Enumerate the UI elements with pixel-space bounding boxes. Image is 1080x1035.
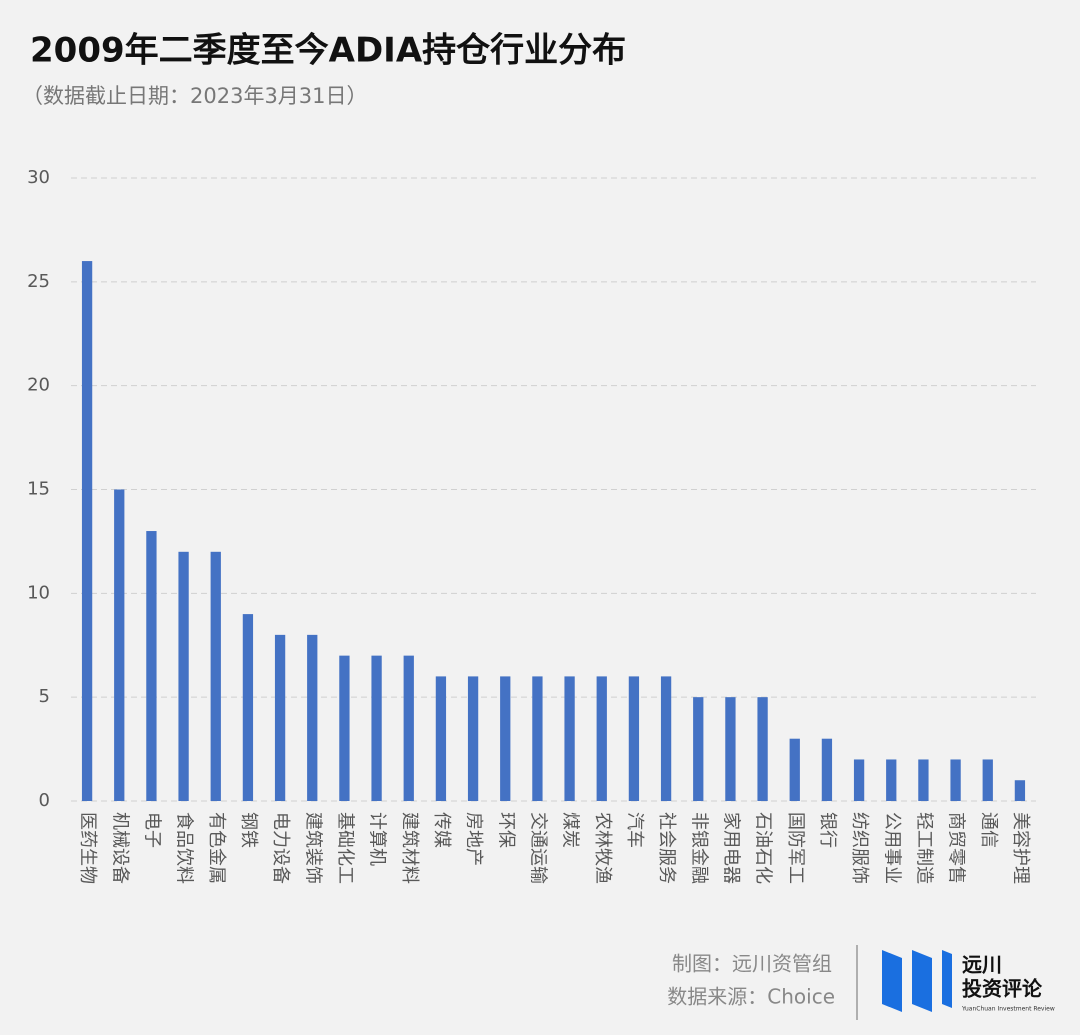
bar — [596, 676, 607, 801]
bar — [853, 759, 865, 801]
bar — [660, 676, 672, 801]
y-tick-label: 20 — [27, 375, 50, 396]
y-tick-label: 10 — [27, 582, 50, 603]
x-tick-label: 农林牧渔 — [592, 812, 613, 884]
bar — [950, 759, 961, 801]
x-tick-label: 国防军工 — [785, 812, 806, 884]
x-tick-label: 基础化工 — [334, 812, 355, 884]
x-tick-label: 医药生物 — [77, 812, 98, 884]
chart-subtitle: （数据截止日期：2023年3月31日） — [22, 84, 368, 108]
x-tick-label: 银行 — [817, 812, 838, 848]
bar — [757, 697, 768, 801]
bar — [242, 614, 254, 801]
x-tick-label: 通信 — [978, 812, 999, 848]
bar — [467, 676, 479, 801]
logo-subtitle: 投资评论 — [962, 977, 1043, 1001]
y-tick-label: 0 — [39, 790, 50, 811]
x-tick-label: 环保 — [495, 812, 516, 848]
bar — [628, 676, 640, 801]
bar — [274, 634, 286, 801]
y-tick-label: 5 — [39, 686, 50, 707]
bar — [307, 634, 318, 801]
x-tick-label: 商贸零售 — [946, 812, 967, 884]
bar — [81, 261, 93, 802]
bar — [1014, 780, 1026, 801]
footer-source: 数据来源：Choice — [667, 985, 835, 1009]
bar — [210, 551, 221, 801]
bar — [500, 676, 511, 801]
x-tick-label: 交通运输 — [527, 812, 548, 884]
x-tick-label: 非银金融 — [688, 812, 709, 884]
bar — [564, 676, 575, 801]
logo-name: 远川 — [962, 953, 1002, 977]
bar — [918, 759, 929, 801]
x-tick-label: 轻工制造 — [913, 812, 934, 884]
x-tick-label: 煤炭 — [560, 812, 581, 848]
x-tick-label: 钢铁 — [238, 812, 259, 848]
bar — [403, 655, 414, 801]
bar — [146, 531, 157, 801]
x-tick-label: 公用事业 — [881, 812, 902, 884]
bar — [693, 697, 704, 801]
x-tick-label: 石油石化 — [753, 812, 774, 884]
x-tick-label: 家用电器 — [720, 812, 741, 884]
x-tick-label: 纺织服饰 — [849, 812, 870, 884]
y-tick-label: 15 — [27, 479, 50, 500]
bar — [532, 676, 543, 801]
x-tick-label: 汽车 — [624, 812, 645, 848]
logo-english: YuanChuan Investment Review — [961, 1006, 1055, 1013]
x-tick-label: 建筑材料 — [399, 812, 420, 884]
x-tick-label: 电子 — [141, 812, 162, 848]
bar — [178, 551, 189, 801]
bar — [982, 759, 993, 801]
bar — [371, 655, 382, 801]
x-tick-label: 机械设备 — [109, 812, 130, 884]
bar — [821, 738, 833, 801]
bar — [339, 655, 350, 801]
footer-credit: 制图：远川资管组 — [672, 952, 832, 976]
x-tick-label: 美容护理 — [1010, 812, 1031, 884]
x-tick-label: 有色金属 — [206, 812, 227, 884]
y-tick-label: 30 — [27, 167, 50, 188]
x-tick-label: 食品饮料 — [174, 812, 195, 884]
bar — [789, 738, 800, 801]
y-tick-label: 25 — [27, 271, 50, 292]
bar — [886, 759, 897, 801]
x-tick-label: 社会服务 — [656, 812, 677, 884]
bar — [725, 697, 736, 801]
x-tick-label: 传媒 — [431, 812, 452, 848]
x-tick-label: 房地产 — [463, 812, 484, 866]
bar — [435, 676, 447, 801]
bar — [114, 489, 125, 801]
x-tick-label: 建筑装饰 — [302, 812, 323, 884]
logo-icon — [882, 950, 952, 1012]
chart-title: 2009年二季度至今ADIA持仓行业分布 — [30, 31, 626, 71]
x-tick-label: 计算机 — [367, 812, 388, 866]
x-tick-label: 电力设备 — [270, 812, 291, 884]
